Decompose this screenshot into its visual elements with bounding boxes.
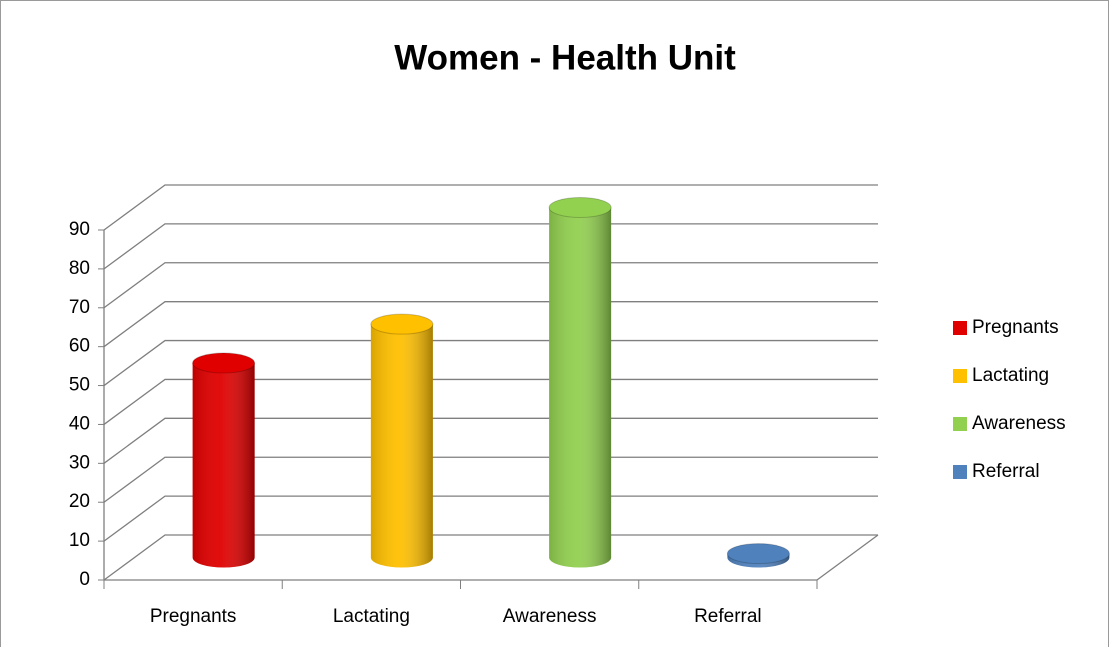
y-tick-label: 40 <box>69 413 90 434</box>
legend-swatch <box>953 321 967 335</box>
y-tick-label: 90 <box>69 219 90 240</box>
grid-line <box>103 417 878 464</box>
grid-line <box>103 223 878 270</box>
y-tick-label: 50 <box>69 375 90 396</box>
legend-swatch <box>953 417 967 431</box>
cylinder-top <box>726 543 790 565</box>
legend-label: Lactating <box>972 365 1049 386</box>
legend-label: Pregnants <box>972 317 1059 338</box>
grid-line <box>103 456 878 503</box>
y-tick-label: 20 <box>69 491 90 512</box>
cylinder-shade <box>549 207 612 568</box>
chart-title: Women - Health Unit <box>394 38 736 77</box>
grid-line <box>103 262 878 309</box>
cylinder-top <box>192 352 256 374</box>
y-tick-label: 70 <box>69 297 90 318</box>
x-tick-label: Pregnants <box>150 606 237 627</box>
x-tick-label: Awareness <box>503 606 597 627</box>
cylinder-top <box>370 313 434 335</box>
x-tick-label: Lactating <box>333 606 410 627</box>
grid-line <box>103 534 878 581</box>
legend-label: Awareness <box>972 413 1066 434</box>
grid-line <box>103 301 878 348</box>
cylinder-top <box>548 197 612 218</box>
y-tick-label: 60 <box>69 336 90 357</box>
cylinder-shade <box>370 324 433 568</box>
legend-swatch <box>953 369 967 383</box>
grid-line <box>103 378 878 425</box>
y-tick-label: 80 <box>69 258 90 279</box>
grid-line <box>103 339 878 387</box>
cylinder-shade <box>192 363 255 568</box>
legend-label: Referral <box>972 461 1040 482</box>
y-tick-label: 30 <box>69 452 90 473</box>
grid-line <box>103 184 878 231</box>
y-tick-label: 10 <box>69 530 90 551</box>
y-tick-label: 0 <box>79 569 90 590</box>
x-tick-label: Referral <box>694 606 762 627</box>
legend-swatch <box>953 465 967 479</box>
grid-line <box>103 495 878 542</box>
